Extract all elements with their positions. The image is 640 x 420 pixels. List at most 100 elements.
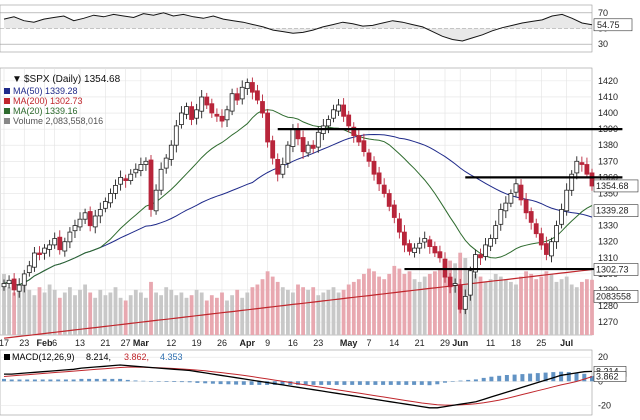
- volume-bar: [144, 297, 148, 335]
- macd-histogram-bar: [234, 381, 239, 385]
- macd-histogram-bar: [179, 381, 184, 383]
- volume-bar: [118, 297, 123, 335]
- candle-body: [381, 184, 387, 194]
- date-tick-label: 12: [166, 338, 176, 348]
- candle-body: [47, 244, 52, 250]
- candle-body: [6, 279, 12, 284]
- volume-bar: [2, 273, 6, 335]
- macd-histogram-bar: [17, 379, 22, 382]
- volume-bar: [483, 281, 488, 335]
- date-tick-label: 18: [511, 338, 521, 348]
- candle-body: [478, 254, 483, 259]
- candle-body: [219, 115, 225, 122]
- macd-legend-label: 4.353: [160, 352, 183, 362]
- date-tick-label: 21: [100, 338, 110, 348]
- macd-legend-label: 3.862,: [124, 352, 149, 362]
- candle-body: [574, 160, 580, 174]
- candle-body: [280, 164, 286, 175]
- macd-histogram-bar: [497, 375, 502, 382]
- volume-bar: [225, 300, 229, 335]
- macd-histogram-bar: [357, 381, 362, 385]
- legend-label: MA(200) 1302.73: [13, 96, 83, 106]
- candle-body: [184, 106, 189, 115]
- candle-body: [401, 231, 407, 246]
- candle-body: [579, 162, 585, 165]
- price-value-label: 1354.68: [596, 181, 629, 191]
- macd-histogram-bar: [419, 381, 424, 385]
- volume-bar: [12, 292, 16, 335]
- candle-body: [498, 209, 504, 225]
- candle-body: [199, 96, 205, 112]
- macd-histogram-bar: [450, 381, 455, 382]
- candle-body: [564, 189, 570, 212]
- macd-histogram-bar: [574, 372, 579, 382]
- legend-label: Volume 2,083,558,016: [13, 116, 103, 126]
- macd-histogram-bar: [164, 381, 169, 382]
- candle-body: [92, 215, 98, 228]
- volume-bar: [311, 287, 316, 335]
- volume-bar: [280, 287, 285, 335]
- candle-body: [366, 152, 372, 162]
- rsi-value-label: 54.75: [597, 20, 620, 30]
- volume-bar: [88, 292, 93, 335]
- candle-body: [260, 101, 265, 114]
- volume-bar: [179, 292, 184, 335]
- volume-bar: [574, 287, 579, 335]
- price-tick-label: 1410: [598, 92, 618, 102]
- volume-bar: [230, 295, 234, 335]
- volume-bar: [356, 279, 361, 335]
- candle-body: [452, 283, 458, 286]
- volume-bar: [306, 289, 310, 335]
- price-tick-label: 1350: [598, 188, 618, 198]
- volume-bar: [83, 284, 87, 335]
- legend-swatch: [4, 98, 10, 104]
- volume-bar: [265, 271, 270, 335]
- candle-body: [52, 238, 58, 246]
- volume-bar: [539, 276, 544, 335]
- candle-body: [315, 131, 321, 148]
- macd-histogram-bar: [226, 381, 231, 385]
- candle-body: [584, 164, 590, 175]
- volume-bar: [341, 289, 346, 335]
- macd-histogram-bar: [404, 381, 409, 385]
- candle-body: [138, 164, 144, 171]
- date-tick-label: Jun: [452, 338, 468, 348]
- volume-bar: [392, 265, 397, 335]
- candle-body: [341, 104, 347, 117]
- price-tick-label: 1270: [598, 317, 618, 327]
- volume-bar: [473, 273, 478, 335]
- macd-histogram-bar: [257, 381, 262, 385]
- candle-body: [447, 276, 453, 288]
- macd-histogram-bar: [79, 378, 84, 382]
- date-tick-label: 29: [440, 338, 450, 348]
- volume-bar: [123, 300, 128, 335]
- volume-bar: [534, 279, 539, 335]
- date-tick-label: 16: [288, 338, 298, 348]
- volume-bar: [270, 276, 275, 335]
- volume-bar: [78, 289, 82, 335]
- volume-bar: [331, 287, 336, 335]
- candle-body: [209, 103, 215, 114]
- candle-body: [310, 144, 316, 149]
- candle-body: [173, 125, 179, 146]
- volume-bar: [108, 292, 113, 335]
- macd-histogram-bar: [427, 381, 432, 386]
- candle-body: [336, 104, 342, 112]
- macd-legend-label: MACD(12,26,9): [12, 352, 75, 362]
- volume-bar: [316, 295, 321, 335]
- date-tick-label: 7: [366, 338, 371, 348]
- candle-body: [290, 128, 296, 147]
- rsi-tick-label: 30: [598, 39, 608, 49]
- date-tick-label: Apr: [240, 338, 256, 348]
- date-tick-label: 23: [313, 338, 323, 348]
- macd-histogram-bar: [241, 381, 246, 385]
- volume-bar: [17, 284, 22, 335]
- date-tick-label: 23: [19, 338, 29, 348]
- legend-swatch: [4, 118, 10, 124]
- candle-body: [559, 209, 564, 225]
- macd-histogram-bar: [458, 380, 463, 382]
- volume-bar: [509, 281, 513, 335]
- price-tick-label: 1330: [598, 221, 618, 231]
- volume-bar: [22, 279, 27, 335]
- macd-histogram-bar: [203, 381, 208, 384]
